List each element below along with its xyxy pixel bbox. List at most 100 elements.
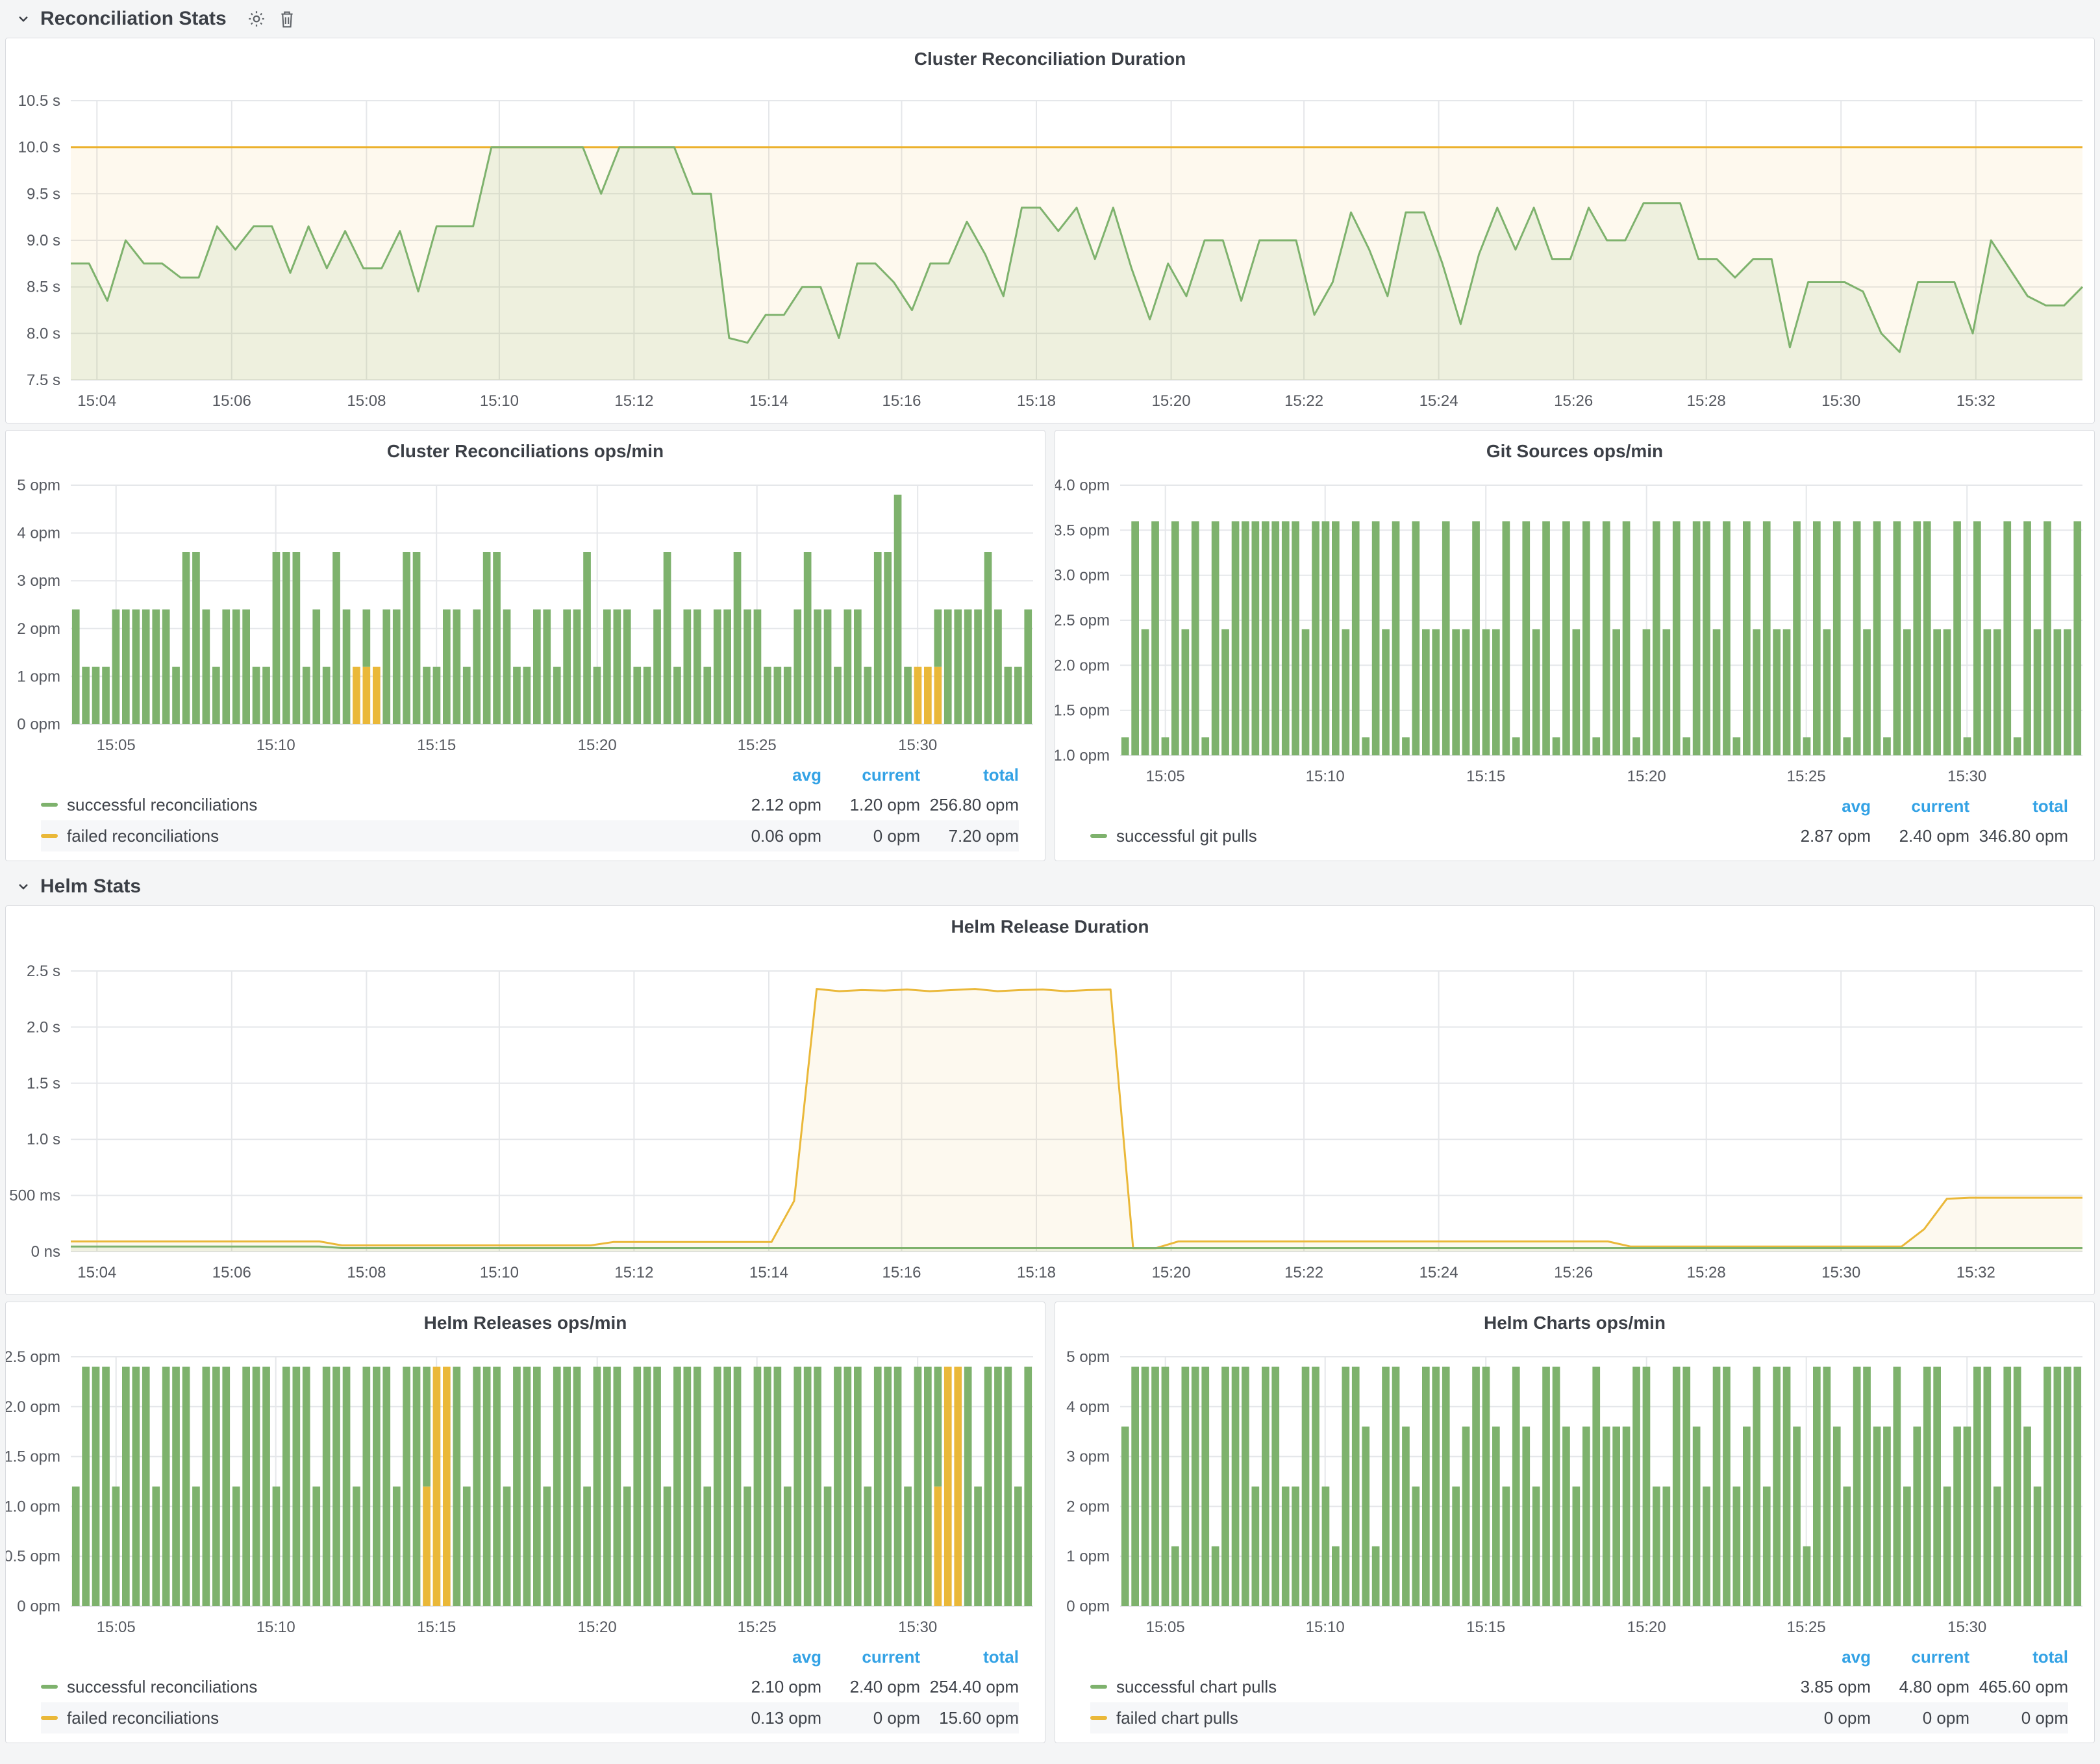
legend-sort-current[interactable]: current — [862, 1646, 920, 1667]
cluster-reconciliation-duration-chart[interactable]: 7.5 s 8.0 s 8.5 s 9.0 s 9.5 s 10.0 s 10.5 s 15:… — [6, 71, 2094, 423]
chart-canvas: 0 opm 0.5 opm 1.0 opm 1.5 opm 2.0 opm 2.5 opm… — [6, 1348, 1033, 1636]
svg-text:15:25: 15:25 — [738, 737, 777, 754]
panel-title[interactable]: Git Sources ops/min — [1486, 441, 1664, 461]
legend-sort-total[interactable]: total — [983, 1646, 1019, 1667]
svg-text:15:12: 15:12 — [614, 1264, 653, 1281]
legend-row: failed reconciliations 0.13 opm 0 opm 15… — [41, 1702, 1019, 1733]
svg-text:3.0 opm: 3.0 opm — [1055, 567, 1110, 585]
svg-text:7.5 s: 7.5 s — [27, 372, 60, 389]
series-name[interactable]: successful chart pulls — [1116, 1676, 1277, 1696]
svg-text:10.5 s: 10.5 s — [18, 92, 60, 110]
svg-text:0 opm: 0 opm — [17, 1598, 60, 1615]
series-name[interactable]: failed reconciliations — [67, 1707, 219, 1728]
legend-sort-avg[interactable]: avg — [792, 1646, 821, 1667]
legend-sort-current[interactable]: current — [862, 764, 920, 785]
svg-text:15:15: 15:15 — [417, 737, 456, 754]
svg-text:15:08: 15:08 — [347, 392, 386, 410]
svg-text:500 ms: 500 ms — [9, 1187, 60, 1205]
svg-text:4.0 opm: 4.0 opm — [1055, 477, 1110, 494]
series-current: 0 opm — [873, 1707, 920, 1728]
panel-cluster-reconciliations-ops: Cluster Reconciliations ops/min 0 opm 1 o… — [5, 430, 1045, 861]
svg-text:0.5 opm: 0.5 opm — [6, 1548, 60, 1565]
svg-text:15:04: 15:04 — [77, 392, 116, 410]
svg-text:9.0 s: 9.0 s — [27, 232, 60, 249]
svg-text:15:10: 15:10 — [480, 392, 519, 410]
svg-text:15:32: 15:32 — [1956, 392, 1995, 410]
svg-text:2 opm: 2 opm — [17, 620, 60, 638]
svg-text:1.0 opm: 1.0 opm — [1055, 747, 1110, 764]
section-title[interactable]: Reconciliation Stats — [40, 8, 227, 29]
legend-row: failed reconciliations 0.06 opm 0 opm 7.… — [41, 820, 1019, 851]
svg-text:2.5 s: 2.5 s — [27, 963, 60, 980]
panel-title[interactable]: Cluster Reconciliation Duration — [914, 49, 1186, 69]
svg-text:15:14: 15:14 — [749, 1264, 788, 1281]
gear-icon[interactable] — [246, 8, 267, 29]
svg-text:15:05: 15:05 — [97, 737, 136, 754]
svg-text:15:20: 15:20 — [1152, 1264, 1191, 1281]
helm-release-duration-chart[interactable]: 0 ns 500 ms 1.0 s 1.5 s 2.0 s 2.5 s 15:04 15:06… — [6, 939, 2094, 1294]
git-sources-ops-chart[interactable]: 1.0 opm 1.5 opm 2.0 opm 2.5 opm 3.0 opm 3.5 o… — [1055, 463, 2094, 789]
svg-text:15:20: 15:20 — [1627, 1619, 1666, 1636]
cluster-reconciliations-ops-chart[interactable]: 0 opm 1 opm 2 opm 3 opm 4 opm 5 opm 15:05 15:10… — [6, 463, 1045, 758]
helm-releases-ops-chart[interactable]: 0 opm 0.5 opm 1.0 opm 1.5 opm 2.0 opm 2.5 opm… — [6, 1335, 1045, 1640]
series-total: 0 opm — [2021, 1707, 2068, 1728]
panel-helm-charts-ops: Helm Charts ops/min 0 opm 1 opm 2 opm 3 opm… — [1055, 1302, 2095, 1743]
legend-header: avg current total — [1090, 1643, 2068, 1671]
svg-text:2 opm: 2 opm — [1066, 1498, 1110, 1515]
svg-text:1.5 opm: 1.5 opm — [1055, 702, 1110, 720]
legend-sort-total[interactable]: total — [2032, 796, 2068, 816]
series-color-dash — [41, 834, 58, 838]
svg-text:15:30: 15:30 — [898, 737, 937, 754]
legend-sort-current[interactable]: current — [1911, 1646, 1969, 1667]
chart-canvas: 7.5 s 8.0 s 8.5 s 9.0 s 9.5 s 10.0 s 10.5 s 15:… — [18, 92, 2084, 410]
series-avg: 2.87 opm — [1800, 825, 1871, 846]
series-name[interactable]: successful reconciliations — [67, 794, 258, 814]
svg-text:15:28: 15:28 — [1687, 392, 1726, 410]
svg-text:15:16: 15:16 — [882, 392, 921, 410]
helm-charts-ops-chart[interactable]: 0 opm 1 opm 2 opm 3 opm 4 opm 5 opm 15:05 15:10… — [1055, 1335, 2094, 1640]
svg-text:15:20: 15:20 — [578, 1619, 617, 1636]
series-name[interactable]: failed chart pulls — [1116, 1707, 1238, 1728]
series-name[interactable]: failed reconciliations — [67, 825, 219, 846]
legend-sort-avg[interactable]: avg — [792, 764, 821, 785]
series-color-dash — [41, 1716, 58, 1720]
svg-text:1.5 opm: 1.5 opm — [6, 1448, 60, 1466]
series-avg: 0.06 opm — [751, 825, 821, 846]
chevron-down-icon[interactable] — [17, 12, 30, 25]
svg-text:3 opm: 3 opm — [1066, 1448, 1110, 1466]
series-total: 346.80 opm — [1979, 825, 2068, 846]
svg-text:15:25: 15:25 — [738, 1619, 777, 1636]
section-title[interactable]: Helm Stats — [40, 876, 142, 897]
panel-title[interactable]: Helm Charts ops/min — [1483, 1313, 1666, 1333]
legend: avg current total successful git pulls 2… — [1055, 789, 2094, 861]
legend-sort-current[interactable]: current — [1911, 796, 1969, 816]
legend-sort-avg[interactable]: avg — [1842, 1646, 1871, 1667]
svg-text:15:20: 15:20 — [1152, 392, 1191, 410]
svg-text:15:26: 15:26 — [1554, 392, 1593, 410]
svg-text:15:30: 15:30 — [898, 1619, 937, 1636]
svg-text:15:10: 15:10 — [1306, 768, 1345, 785]
legend-sort-total[interactable]: total — [2032, 1646, 2068, 1667]
series-name[interactable]: successful reconciliations — [67, 1676, 258, 1696]
svg-text:15:15: 15:15 — [417, 1619, 456, 1636]
legend-row: successful git pulls 2.87 opm 2.40 opm 3… — [1090, 820, 2068, 851]
svg-text:15:25: 15:25 — [1787, 1619, 1826, 1636]
chevron-down-icon[interactable] — [17, 880, 30, 893]
panel-title[interactable]: Helm Release Duration — [951, 916, 1149, 937]
legend-row: successful reconciliations 2.10 opm 2.40… — [41, 1671, 1019, 1702]
panel-title[interactable]: Helm Releases ops/min — [423, 1313, 627, 1333]
legend-sort-avg[interactable]: avg — [1842, 796, 1871, 816]
series-current: 4.80 opm — [1899, 1676, 1969, 1696]
trash-icon[interactable] — [277, 8, 297, 29]
svg-text:0 opm: 0 opm — [17, 716, 60, 733]
series-current: 0 opm — [1922, 1707, 1969, 1728]
series-avg: 2.12 opm — [751, 794, 821, 814]
svg-text:15:25: 15:25 — [1787, 768, 1826, 785]
svg-text:0 opm: 0 opm — [1066, 1598, 1110, 1615]
section-header-helm-stats: Helm Stats — [0, 868, 2100, 905]
legend-sort-total[interactable]: total — [983, 764, 1019, 785]
series-total: 465.60 opm — [1979, 1676, 2068, 1696]
panel-title[interactable]: Cluster Reconciliations ops/min — [386, 441, 664, 461]
svg-text:15:10: 15:10 — [1306, 1619, 1345, 1636]
series-name[interactable]: successful git pulls — [1116, 825, 1257, 846]
